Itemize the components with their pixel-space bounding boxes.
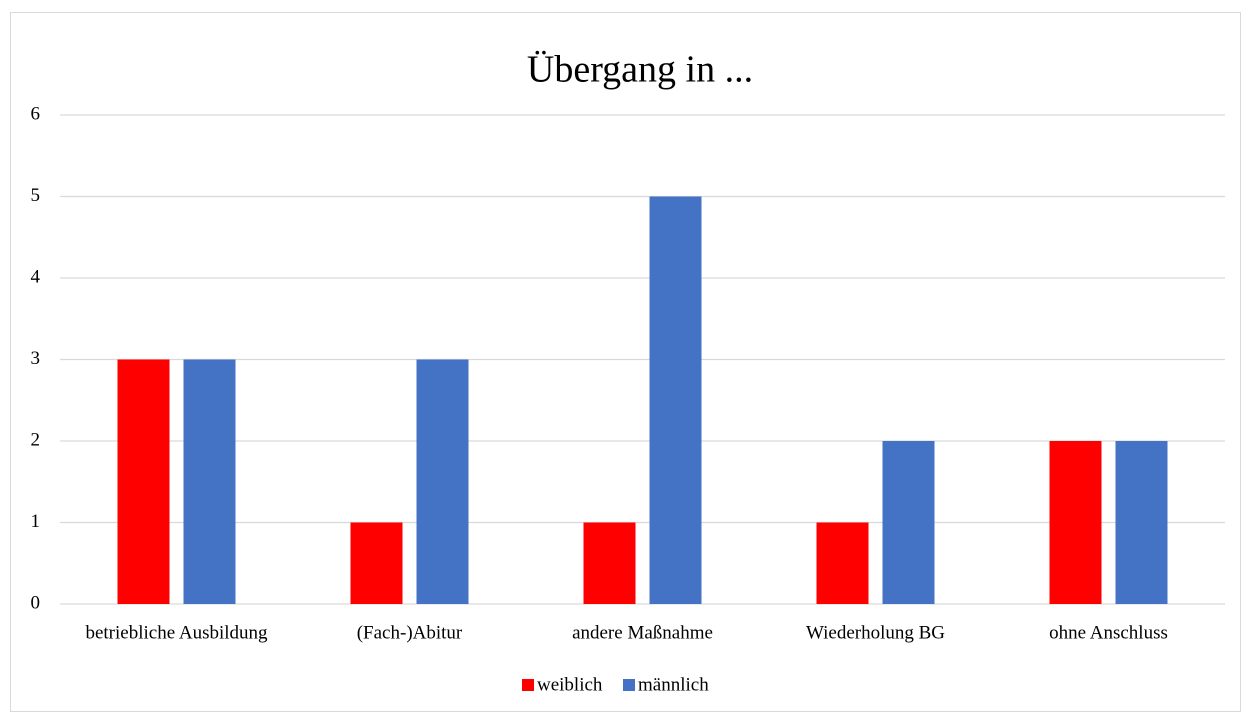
legend-swatch bbox=[522, 679, 534, 691]
bar bbox=[1115, 441, 1168, 604]
y-tick-label: 1 bbox=[31, 511, 41, 532]
bar bbox=[183, 359, 236, 604]
bar bbox=[350, 522, 403, 604]
y-tick-label: 5 bbox=[31, 185, 41, 206]
x-tick-label: andere Maßnahme bbox=[572, 622, 713, 643]
y-tick-label: 6 bbox=[31, 103, 41, 124]
x-tick-label: (Fach-)Abitur bbox=[357, 622, 463, 643]
chart-title: Übergang in ... bbox=[527, 49, 753, 91]
bar bbox=[1049, 441, 1102, 604]
legend-label: weiblich bbox=[537, 674, 603, 695]
bar bbox=[416, 359, 469, 604]
bar bbox=[882, 441, 935, 604]
x-tick-label: Wiederholung BG bbox=[806, 622, 945, 643]
bar bbox=[117, 359, 170, 604]
x-tick-label: ohne Anschluss bbox=[1049, 622, 1168, 643]
y-tick-label: 0 bbox=[31, 592, 41, 613]
bar bbox=[583, 522, 636, 604]
x-tick-label: betriebliche Ausbildung bbox=[85, 622, 268, 643]
legend-swatch bbox=[623, 679, 635, 691]
y-tick-label: 3 bbox=[31, 348, 41, 369]
bar bbox=[649, 196, 702, 604]
legend-label: männlich bbox=[638, 674, 709, 695]
bar bbox=[816, 522, 869, 604]
y-tick-label: 2 bbox=[31, 429, 41, 450]
y-tick-label: 4 bbox=[31, 266, 41, 287]
